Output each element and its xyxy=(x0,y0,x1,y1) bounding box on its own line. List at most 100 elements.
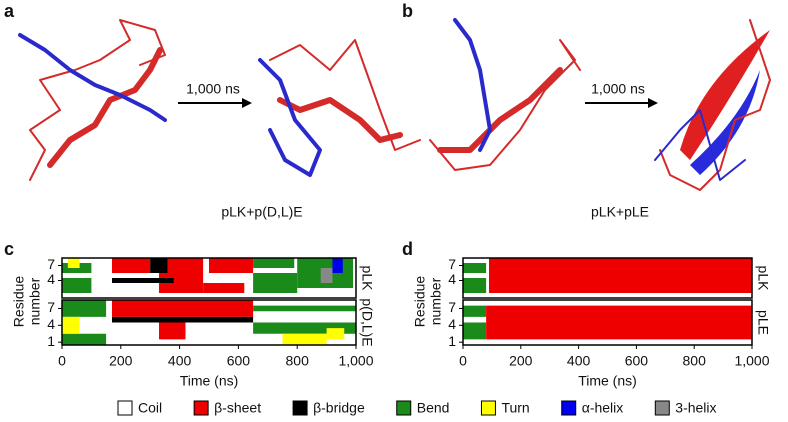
ribbon-blue xyxy=(690,70,760,175)
arrow-label: 1,000 ns xyxy=(186,81,240,97)
segment xyxy=(463,263,487,273)
molecule-red xyxy=(659,19,771,191)
molecule-red xyxy=(437,67,563,153)
y-axis-title: Residue xyxy=(412,276,428,328)
molecule-red xyxy=(429,39,581,171)
plot-frame xyxy=(61,257,357,299)
segment xyxy=(62,278,92,293)
x-tick-label: 0 xyxy=(58,353,66,369)
y-axis-title: Residue xyxy=(11,276,27,328)
legend-swatch xyxy=(396,400,412,416)
plot-frame xyxy=(61,299,357,346)
molecule-blue xyxy=(654,109,746,181)
arrowhead xyxy=(242,98,252,108)
segment xyxy=(489,258,752,293)
x-axis-title: Time (ns) xyxy=(578,373,637,389)
legend-swatch xyxy=(480,400,496,416)
panel-label: c xyxy=(4,239,14,259)
molecule-blue xyxy=(18,33,167,122)
x-tick-label: 1,000 xyxy=(734,353,769,369)
molecule-red xyxy=(47,47,163,168)
x-tick-label: 400 xyxy=(567,353,591,369)
legend-swatch xyxy=(654,400,670,416)
y-tick-label: 4 xyxy=(47,316,55,332)
segment xyxy=(320,268,333,283)
segment xyxy=(62,300,107,317)
legend-label: β-sheet xyxy=(214,400,261,416)
y-tick-label: 7 xyxy=(448,256,456,272)
y-tick-label: 4 xyxy=(47,271,55,287)
x-tick-label: 200 xyxy=(109,353,133,369)
y-tick-label: 1 xyxy=(47,333,55,349)
arrowhead xyxy=(648,98,658,108)
legend-swatch xyxy=(561,400,577,416)
legend-swatch xyxy=(117,400,133,416)
y-axis-title: number xyxy=(27,277,43,325)
x-tick-label: 800 xyxy=(286,353,310,369)
segment xyxy=(463,305,487,317)
subplot-label: pLE xyxy=(755,310,771,335)
y-axis-title: number xyxy=(428,277,444,325)
y-tick-label: 4 xyxy=(448,316,456,332)
legend-swatch xyxy=(292,400,308,416)
legend-label: α-helix xyxy=(582,400,624,416)
y-tick-label: 4 xyxy=(448,271,456,287)
segment xyxy=(203,283,245,293)
segment xyxy=(111,316,254,323)
x-tick-label: 600 xyxy=(227,353,251,369)
segment xyxy=(253,273,298,293)
segment xyxy=(486,305,752,340)
plot-frame xyxy=(462,299,753,346)
x-tick-label: 400 xyxy=(168,353,192,369)
legend-label: Turn xyxy=(501,400,529,416)
segment xyxy=(62,316,80,334)
ribbon-red xyxy=(680,30,770,160)
x-tick-label: 200 xyxy=(509,353,533,369)
y-tick-label: 7 xyxy=(448,299,456,315)
segment xyxy=(463,278,487,293)
molecule-red xyxy=(277,97,403,143)
plot-frame xyxy=(462,257,753,299)
x-tick-label: 1,000 xyxy=(338,353,373,369)
molecule-blue xyxy=(453,18,492,152)
segment xyxy=(326,328,345,340)
segment xyxy=(159,322,186,340)
segment xyxy=(253,322,356,334)
segment xyxy=(150,258,168,273)
segment xyxy=(111,300,254,317)
segment xyxy=(167,258,204,273)
legend-label: Coil xyxy=(138,400,162,416)
molecule-blue xyxy=(258,58,322,177)
subplot-label: pLK xyxy=(755,266,771,292)
legend-swatch xyxy=(193,400,209,416)
molecule-red xyxy=(269,39,421,151)
segment xyxy=(332,258,343,273)
legend-label: Bend xyxy=(417,400,450,416)
subplot-label: p(D,L)E xyxy=(359,298,375,346)
segment xyxy=(463,322,487,340)
legend-label: β-bridge xyxy=(313,400,365,416)
y-tick-label: 7 xyxy=(47,299,55,315)
legend-label: 3-helix xyxy=(675,400,716,416)
subplot-label: pLK xyxy=(359,266,375,292)
molecule-red xyxy=(29,19,166,181)
panel-label: a xyxy=(4,1,15,21)
x-tick-label: 0 xyxy=(459,353,467,369)
x-tick-label: 600 xyxy=(625,353,649,369)
caption: pLK+pLE xyxy=(591,204,649,220)
segment xyxy=(282,333,327,345)
segment xyxy=(62,333,107,345)
caption: pLK+p(D,L)E xyxy=(221,204,302,220)
x-axis-title: Time (ns) xyxy=(180,373,239,389)
molecules xyxy=(18,18,771,191)
segment xyxy=(209,258,254,273)
arrow-label: 1,000 ns xyxy=(591,81,645,97)
segment xyxy=(111,258,151,273)
segment xyxy=(67,258,80,268)
segment xyxy=(253,258,295,268)
x-tick-label: 800 xyxy=(683,353,707,369)
panel-label: b xyxy=(402,1,413,21)
y-tick-label: 7 xyxy=(47,256,55,272)
y-tick-label: 1 xyxy=(448,333,456,349)
